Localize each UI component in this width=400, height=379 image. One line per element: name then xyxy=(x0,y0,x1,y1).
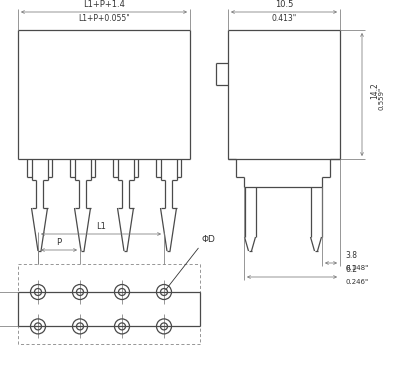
Text: P: P xyxy=(56,238,62,247)
Text: 0.148": 0.148" xyxy=(345,265,368,271)
Text: L1+P+0.055": L1+P+0.055" xyxy=(78,14,130,23)
Text: L1+P+1.4: L1+P+1.4 xyxy=(83,0,125,9)
Text: 0.246": 0.246" xyxy=(345,279,368,285)
Text: 0.413": 0.413" xyxy=(271,14,297,23)
Text: L1: L1 xyxy=(96,222,106,231)
Text: ΦD: ΦD xyxy=(202,235,216,244)
Text: 3.8: 3.8 xyxy=(345,251,357,260)
Text: 0.559": 0.559" xyxy=(378,87,384,110)
Text: 6.2: 6.2 xyxy=(345,265,357,274)
Text: 14.2: 14.2 xyxy=(370,82,379,99)
Text: 10.5: 10.5 xyxy=(275,0,293,9)
